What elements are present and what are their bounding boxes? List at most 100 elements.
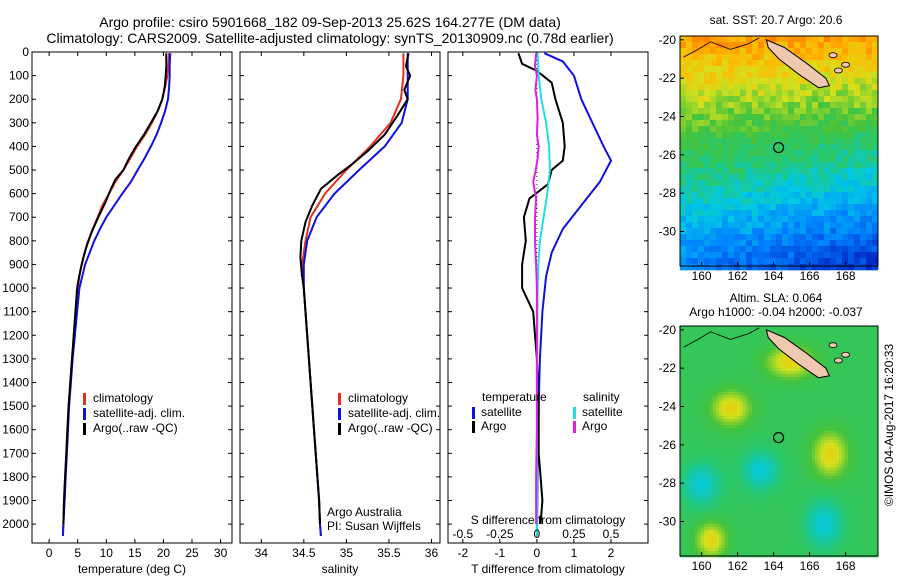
map-cell — [854, 371, 858, 375]
map-cell — [719, 467, 723, 471]
map-cell — [716, 446, 720, 450]
map-cell — [728, 437, 732, 441]
map-cell — [830, 258, 837, 265]
map-cell — [800, 48, 807, 55]
map-cell — [854, 398, 858, 402]
map-cell — [689, 479, 693, 483]
map-cell — [698, 434, 702, 438]
map-cell — [827, 341, 831, 345]
map-cell — [686, 156, 693, 163]
map-cell — [749, 437, 753, 441]
map-cell — [698, 461, 702, 465]
map-cell — [773, 434, 777, 438]
map-cell — [812, 419, 816, 423]
map-cell — [833, 407, 837, 411]
map-cell — [854, 344, 858, 348]
map-cell — [860, 341, 864, 345]
map-cell — [722, 428, 726, 432]
map-cell — [740, 36, 747, 43]
map-cell — [770, 449, 774, 453]
map-cell — [707, 455, 711, 459]
map-cell — [827, 416, 831, 420]
map-cell — [710, 359, 714, 363]
map-cell — [680, 84, 687, 91]
map-cell — [839, 380, 843, 384]
map-cell — [830, 326, 834, 330]
map-cell — [752, 458, 756, 462]
map-cell — [728, 338, 732, 342]
map-cell — [752, 377, 756, 381]
map-cell — [830, 228, 837, 235]
map-cell — [848, 428, 852, 432]
map-cell — [863, 389, 867, 393]
map-cell — [860, 359, 864, 363]
map-cell — [827, 449, 831, 453]
map-cell — [716, 407, 720, 411]
map-cell — [842, 383, 846, 387]
map-cell — [830, 449, 834, 453]
map-cell — [731, 467, 735, 471]
map-cell — [722, 458, 726, 462]
sla-map: 160 162 164 166 168-20-22-24-26-28-30Altim. … — [659, 291, 879, 573]
map-cell — [794, 246, 801, 253]
map-cell — [827, 380, 831, 384]
map-cell — [710, 120, 717, 127]
map-cell — [776, 72, 783, 79]
map-cell — [698, 449, 702, 453]
map-cell — [758, 452, 762, 456]
map-cell — [725, 368, 729, 372]
map-cell — [806, 467, 810, 471]
map-cell — [824, 72, 831, 79]
map-cell — [836, 102, 843, 109]
map-cell — [728, 341, 732, 345]
map-cell — [812, 168, 819, 175]
map-cell — [746, 344, 750, 348]
map-cell — [737, 389, 741, 393]
map-cell — [770, 114, 777, 121]
map-cell — [773, 395, 777, 399]
map-cell — [812, 258, 819, 265]
map-cell — [833, 347, 837, 351]
map-cell — [740, 431, 744, 435]
map-cell — [701, 458, 705, 462]
map-cell — [728, 425, 732, 429]
map-cell — [851, 329, 855, 333]
map-cell — [866, 392, 870, 396]
map-cell — [758, 210, 765, 217]
map-cell — [764, 54, 771, 61]
map-cell — [770, 377, 774, 381]
map-cell — [689, 452, 693, 456]
map-cell — [722, 84, 729, 91]
map-cell — [836, 198, 843, 205]
map-cell — [746, 446, 750, 450]
map-cell — [695, 350, 699, 354]
map-cell — [872, 428, 876, 432]
map-cell — [857, 329, 861, 333]
map-cell — [854, 36, 861, 43]
map-cell — [731, 335, 735, 339]
map-cell — [794, 234, 801, 241]
map-cell — [872, 425, 876, 429]
map-cell — [803, 443, 807, 447]
map-cell — [716, 198, 723, 205]
map-cell — [830, 380, 834, 384]
map-cell — [827, 440, 831, 444]
map-cell — [848, 216, 855, 223]
map-cell — [809, 479, 813, 483]
map-cell — [827, 329, 831, 333]
map-cell — [704, 356, 708, 360]
map-cell — [719, 431, 723, 435]
map-cell — [872, 138, 879, 145]
map-cell — [704, 425, 708, 429]
map-cell — [749, 371, 753, 375]
map-cell — [779, 383, 783, 387]
map-cell — [686, 404, 690, 408]
map-cell — [692, 380, 696, 384]
map-cell — [770, 344, 774, 348]
map-cell — [776, 228, 783, 235]
map-cell — [809, 473, 813, 477]
map-cell — [776, 410, 780, 414]
map-cell — [830, 66, 837, 73]
map-cell — [716, 186, 723, 193]
map-cell — [800, 377, 804, 381]
